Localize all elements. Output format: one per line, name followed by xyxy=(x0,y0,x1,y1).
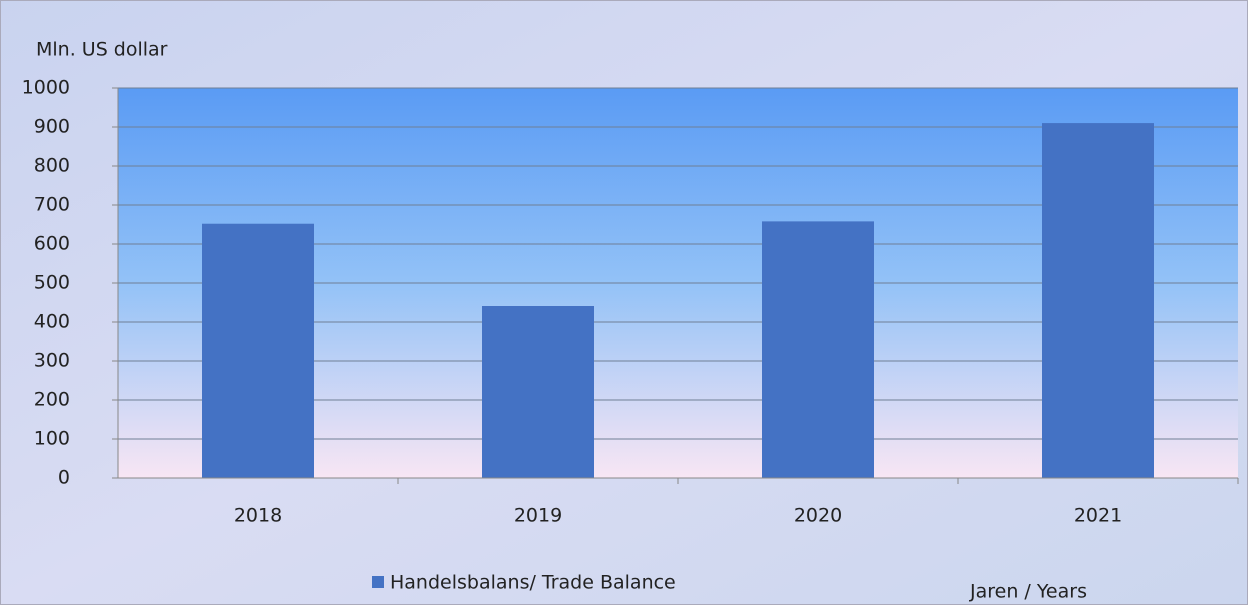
y-tick-label: 300 xyxy=(34,350,70,372)
bar xyxy=(1042,123,1154,478)
y-tick-label: 500 xyxy=(34,272,70,294)
legend-label: Handelsbalans/ Trade Balance xyxy=(390,572,676,594)
x-axis-label: Jaren / Years xyxy=(969,581,1087,603)
y-tick-label: 1000 xyxy=(22,77,70,99)
y-tick-label: 100 xyxy=(34,428,70,450)
y-tick-label: 400 xyxy=(34,311,70,333)
x-tick-label: 2019 xyxy=(514,505,562,527)
x-tick-label: 2021 xyxy=(1074,505,1122,527)
bar xyxy=(762,221,874,478)
y-tick-label: 900 xyxy=(34,116,70,138)
y-tick-label: 700 xyxy=(34,194,70,216)
y-tick-label: 0 xyxy=(58,467,70,489)
bar xyxy=(482,306,594,478)
y-tick-label: 800 xyxy=(34,155,70,177)
bar xyxy=(202,223,314,478)
legend-swatch xyxy=(372,576,384,588)
x-tick-label: 2018 xyxy=(234,505,282,527)
bars xyxy=(202,123,1154,478)
y-axis-label: Mln. US dollar xyxy=(36,39,168,61)
y-tick-label: 200 xyxy=(34,389,70,411)
y-tick-label: 600 xyxy=(34,233,70,255)
x-tick-label: 2020 xyxy=(794,505,842,527)
